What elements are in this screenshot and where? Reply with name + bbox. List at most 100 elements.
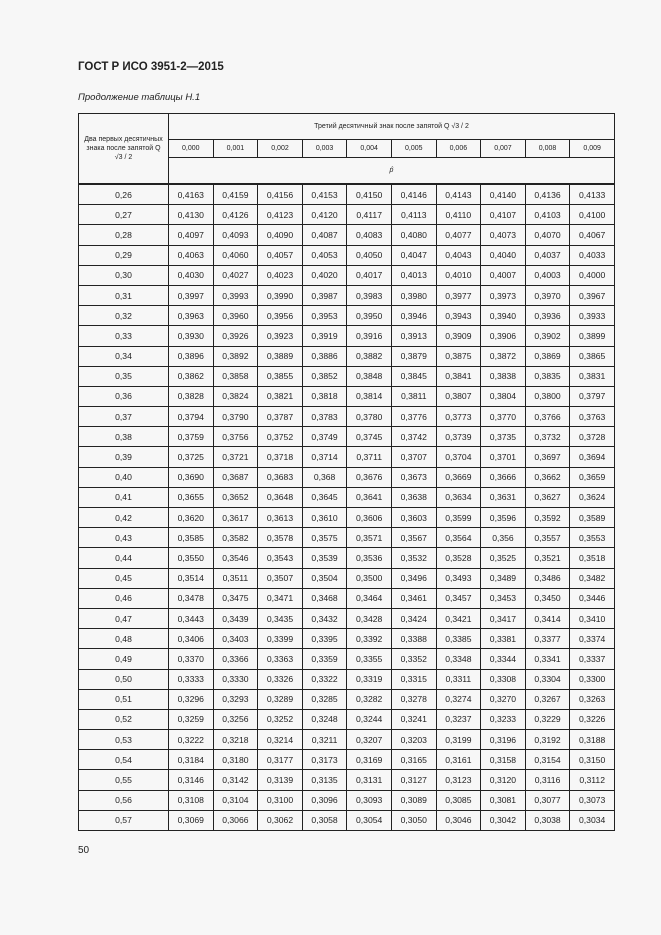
value-cell: 0,3613 [257, 506, 303, 529]
row-key-cell: 0,47 [78, 607, 169, 630]
value-cell: 0,3973 [480, 284, 526, 307]
value-cell: 0,3267 [524, 688, 571, 710]
table-row: 0,40 0,3690 0,3687 0,3683 0,368 0,3676 0,3673 0… [78, 466, 615, 488]
value-cell: 0,3539 [301, 547, 348, 569]
value-cell: 0,3528 [435, 547, 482, 569]
value-cell: 0,4140 [480, 183, 526, 206]
value-cell: 0,3514 [168, 567, 214, 589]
value-cell: 0,3610 [301, 506, 348, 529]
value-cell: 0,3694 [569, 446, 615, 468]
value-cell: 0,3377 [524, 628, 571, 650]
value-cell: 0,3766 [524, 406, 571, 428]
value-cell: 0,3599 [435, 506, 482, 529]
value-cell: 0,4130 [168, 204, 214, 226]
value-cell: 0,4133 [569, 183, 615, 206]
value-cell: 0,3081 [480, 789, 526, 811]
value-cell: 0,3666 [480, 466, 526, 488]
value-cell: 0,4057 [257, 244, 303, 266]
value-cell: 0,3500 [346, 567, 392, 589]
value-cell: 0,3218 [212, 729, 259, 751]
value-cell: 0,3108 [168, 789, 214, 811]
value-cell: 0,4097 [168, 224, 214, 246]
value-cell: 0,3161 [435, 749, 482, 771]
value-cell: 0,3648 [257, 486, 303, 509]
value-cell: 0,3683 [257, 466, 303, 488]
value-cell: 0,3645 [301, 486, 348, 509]
value-cell: 0,3116 [524, 769, 571, 791]
row-key-cell: 0,40 [78, 466, 169, 488]
value-cell: 0,3697 [524, 446, 571, 468]
table-row: 0,44 0,3550 0,3546 0,3543 0,3539 0,3536 0,3532… [78, 547, 615, 569]
value-cell: 0,3776 [390, 406, 437, 428]
value-cell: 0,3244 [346, 708, 392, 731]
value-cell: 0,3617 [212, 506, 259, 529]
value-cell: 0,3701 [480, 446, 526, 468]
value-cell: 0,3933 [569, 305, 615, 327]
value-cell: 0,3443 [168, 607, 214, 630]
value-cell: 0,4136 [524, 183, 571, 206]
value-cell: 0,3862 [168, 365, 214, 387]
column-header: 0,005 [390, 139, 437, 158]
value-cell: 0,3641 [346, 486, 392, 509]
value-cell: 0,4120 [301, 204, 348, 226]
value-cell: 0,3634 [435, 486, 482, 509]
value-cell: 0,3831 [569, 365, 615, 387]
value-cell: 0,3956 [257, 305, 303, 327]
row-key-cell: 0,38 [78, 426, 169, 448]
value-cell: 0,3435 [257, 607, 303, 630]
row-key-cell: 0,45 [78, 567, 169, 589]
value-cell: 0,3100 [257, 789, 303, 811]
value-cell: 0,3482 [569, 567, 615, 589]
value-cell: 0,3704 [435, 446, 482, 468]
value-cell: 0,4033 [569, 244, 615, 266]
value-cell: 0,3707 [390, 446, 437, 468]
value-cell: 0,4030 [168, 264, 214, 286]
row-key-cell: 0,49 [78, 648, 169, 670]
value-cell: 0,3222 [168, 729, 214, 751]
value-cell: 0,3344 [480, 648, 526, 670]
value-cell: 0,3790 [212, 406, 259, 428]
value-cell: 0,3341 [524, 648, 571, 670]
value-cell: 0,4040 [480, 244, 526, 266]
value-cell: 0,3359 [301, 648, 348, 670]
value-cell: 0,3263 [569, 688, 615, 710]
row-header-cell: Два первых десятичных знака после запято… [78, 113, 169, 185]
value-cell: 0,3676 [346, 466, 392, 488]
value-cell: 0,3173 [301, 749, 348, 771]
value-cell: 0,3659 [569, 466, 615, 488]
value-cell: 0,3042 [480, 809, 526, 832]
row-key-cell: 0,56 [78, 789, 169, 811]
value-cell: 0,3333 [168, 668, 214, 690]
value-cell: 0,3970 [524, 284, 571, 307]
value-cell: 0,4090 [257, 224, 303, 246]
value-cell: 0,3196 [480, 729, 526, 751]
value-cell: 0,3546 [212, 547, 259, 569]
value-cell: 0,3804 [480, 385, 526, 408]
value-cell: 0,3069 [168, 809, 214, 832]
value-cell: 0,3403 [212, 628, 259, 650]
value-cell: 0,3759 [168, 426, 214, 448]
table-row: 0,26 0,4163 0,4159 0,4156 0,4153 0,4150 0,4146… [78, 183, 615, 206]
value-cell: 0,3543 [257, 547, 303, 569]
value-cell: 0,3104 [212, 789, 259, 811]
value-cell: 0,3300 [569, 668, 615, 690]
value-cell: 0,3990 [257, 284, 303, 307]
table-row: 0,41 0,3655 0,3652 0,3648 0,3645 0,3641 0,3638… [78, 486, 615, 509]
value-cell: 0,3855 [257, 365, 303, 387]
value-cell: 0,3889 [257, 345, 303, 367]
value-cell: 0,4093 [212, 224, 259, 246]
value-cell: 0,3592 [524, 506, 571, 529]
value-cell: 0,3248 [301, 708, 348, 731]
value-cell: 0,3252 [257, 708, 303, 731]
value-cell: 0,3471 [257, 587, 303, 609]
value-cell: 0,3960 [212, 305, 259, 327]
value-cell: 0,3414 [524, 607, 571, 630]
value-cell: 0,4017 [346, 264, 392, 286]
value-cell: 0,3355 [346, 648, 392, 670]
column-header: 0,007 [480, 139, 526, 158]
document-title: ГОСТ Р ИСО 3951-2—2015 [78, 61, 224, 73]
value-cell: 0,3582 [212, 527, 259, 549]
value-cell: 0,4053 [301, 244, 348, 266]
value-cell: 0,3553 [569, 527, 615, 549]
value-cell: 0,3603 [390, 506, 437, 529]
